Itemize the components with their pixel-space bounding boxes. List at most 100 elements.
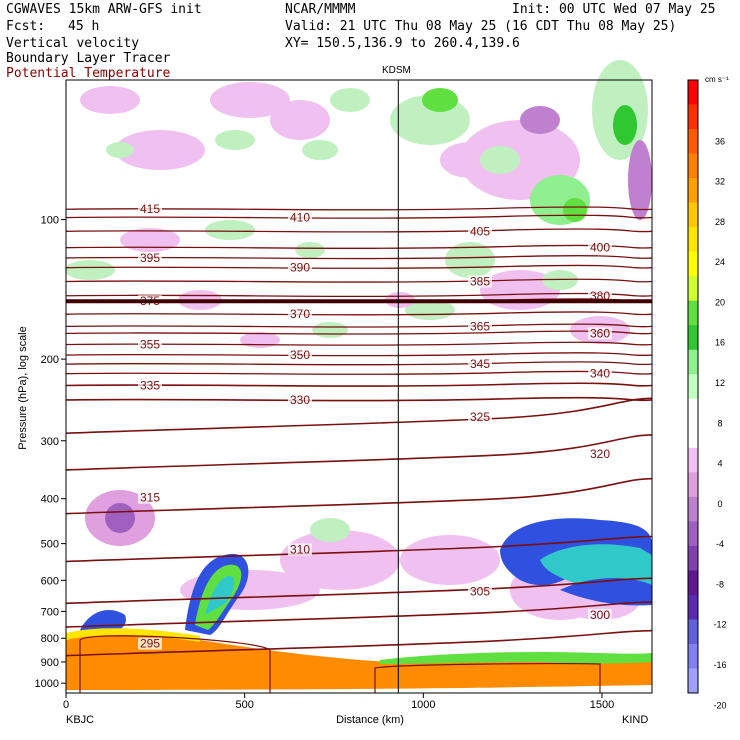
center-label: NCAR/MMMM: [285, 2, 356, 17]
field-potential-temperature: Potential Temperature: [6, 66, 171, 81]
theta-contour-330: [65, 396, 653, 402]
plot-frame: [65, 79, 653, 694]
colorbar-label: 8: [717, 418, 722, 428]
vertical-velocity-cell: [422, 88, 458, 112]
theta-label-bg: [468, 320, 492, 333]
theta-label-400: 400: [590, 241, 610, 255]
colorbar-swatch: [688, 447, 698, 473]
theta-contour-410: [65, 214, 653, 219]
theta-contour-360: [65, 330, 653, 335]
vertical-velocity-cell: [80, 86, 140, 114]
colorbar-swatch: [688, 300, 698, 326]
vertical-velocity-cell: [115, 130, 205, 170]
theta-contour-325: [65, 397, 653, 435]
colorbar-label: 0: [717, 499, 722, 509]
theta-contour-400: [65, 244, 653, 249]
fcst-value: 45 h: [68, 19, 100, 34]
colorbar-swatch: [688, 619, 698, 645]
vertical-velocity-cell: [215, 130, 255, 150]
colorbar-label: 36: [715, 136, 725, 146]
tracer-edge-yellow: [66, 628, 200, 642]
x-tick-label: 500: [235, 699, 253, 711]
x-tick-label: 1000: [411, 699, 435, 711]
theta-label-390: 390: [290, 261, 310, 275]
right-station: KIND: [622, 714, 649, 726]
y-tick-label: 500: [41, 539, 59, 551]
init-time: Init: 00 UTC Wed 07 May 25: [512, 2, 716, 17]
theta-label-295: 295: [140, 637, 160, 651]
colorbar-swatch: [688, 472, 698, 498]
theta-contour-345: [65, 361, 653, 366]
colorbar-swatch: [688, 129, 698, 155]
theta-label-bg: [138, 491, 162, 504]
theta-label-300: 300: [590, 608, 610, 622]
theta-label-bg: [138, 379, 162, 392]
colorbar-label: 12: [715, 378, 725, 388]
model-title: CGWAVES 15km ARW-GFS init: [6, 2, 202, 17]
theta-contour-315: [65, 477, 653, 515]
vertical-velocity-cell: [628, 140, 652, 220]
x-tick-label: 0: [63, 699, 69, 711]
colorbar-label: 4: [717, 459, 722, 469]
boundary-layer-tracer: [66, 633, 652, 693]
updraft-east-lower: [560, 578, 652, 606]
colorbar-swatch: [688, 80, 698, 106]
theta-contour-320: [65, 434, 653, 471]
theta-label-bg: [468, 585, 492, 598]
vertical-velocity-cell: [302, 140, 338, 160]
vertical-velocity-cell: [613, 105, 637, 145]
theta-label-320: 320: [590, 447, 610, 461]
surface-strip: [66, 685, 652, 693]
colorbar-swatch: [688, 545, 698, 571]
theta-contour-380: [65, 292, 653, 298]
colorbar-swatch: [688, 594, 698, 620]
theta-label-bg: [468, 275, 492, 288]
colorbar-label: 28: [715, 217, 725, 227]
theta-label-bg: [138, 203, 162, 216]
theta-contour-415: [65, 206, 653, 211]
theta-contour-365: [65, 323, 653, 328]
theta-label-410: 410: [290, 211, 310, 225]
colorbar-label: -8: [716, 579, 724, 589]
theta-label-bg: [288, 349, 312, 362]
theta-label-350: 350: [290, 348, 310, 362]
vertical-velocity-cell: [520, 106, 560, 134]
theta-label-bg: [138, 338, 162, 351]
colorbar-frame: [687, 79, 699, 694]
theta-label-bg: [588, 327, 612, 340]
theta-label-360: 360: [590, 326, 610, 340]
colorbar-swatch: [688, 423, 698, 449]
theta-contour-385: [65, 278, 653, 283]
theta-label-bg: [468, 411, 492, 424]
theta-label-bg: [588, 367, 612, 380]
valid-time: Valid: 21 UTC Thu 08 May 25 (16 CDT Thu …: [285, 19, 677, 34]
theta-label-bg: [588, 241, 612, 254]
xy-coords: XY= 150.5,136.9 to 260.4,139.6: [285, 36, 520, 51]
vertical-velocity-cell: [120, 228, 180, 252]
y-tick-label: 1000: [35, 678, 59, 690]
y-tick-label: 300: [41, 436, 59, 448]
colorbar-swatch: [688, 496, 698, 522]
terrain-outline-east: [374, 663, 601, 693]
terrain-outline-west: [79, 635, 271, 693]
vertical-velocity-cell: [106, 142, 134, 158]
colorbar-swatch: [688, 398, 698, 424]
theta-label-bg: [288, 543, 312, 556]
theta-label-405: 405: [470, 224, 490, 238]
colorbar-label: -12: [713, 620, 726, 630]
y-tick-label: 200: [41, 354, 59, 366]
theta-label-385: 385: [470, 274, 490, 288]
colorbar-label: -20: [713, 700, 726, 710]
theta-contour-310: [65, 535, 653, 563]
theta-contour-405: [65, 228, 653, 233]
theta-label-340: 340: [590, 367, 610, 381]
colorbar-swatch: [688, 153, 698, 179]
theta-label-365: 365: [470, 319, 490, 333]
vertical-velocity-cell: [480, 146, 520, 174]
colorbar-swatch: [688, 325, 698, 351]
theta-label-370: 370: [290, 307, 310, 321]
theta-label-355: 355: [140, 338, 160, 352]
colorbar-label: -4: [716, 539, 724, 549]
theta-contour-305: [65, 577, 653, 605]
